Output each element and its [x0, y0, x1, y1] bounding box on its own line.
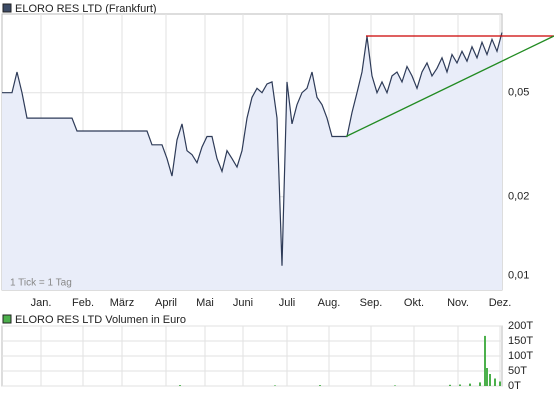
y-tick-label: 200T [508, 320, 533, 332]
x-tick-label: April [155, 297, 177, 309]
volume-bar [179, 385, 181, 386]
x-tick-label: März [110, 297, 134, 309]
x-tick-label: Sep. [360, 297, 383, 309]
y-tick-label: 0,05 [508, 87, 529, 99]
y-tick-label: 50T [508, 365, 527, 377]
trend-line [345, 35, 554, 138]
x-tick-label: Feb. [72, 297, 94, 309]
tick-note: 1 Tick = 1 Tag [10, 278, 72, 289]
volume-bar [494, 378, 496, 386]
x-tick-label: Jan. [31, 297, 52, 309]
volume-bar [394, 385, 396, 386]
y-tick-label: 150T [508, 335, 533, 347]
x-tick-label: Juli [279, 297, 296, 309]
x-tick-label: Aug. [318, 297, 341, 309]
volume-bar [499, 381, 501, 386]
volume-bar [484, 335, 486, 386]
legend-swatch [2, 314, 12, 324]
x-tick-label: Juni [233, 297, 253, 309]
volume-bar [274, 385, 276, 386]
volume-bar [459, 384, 461, 386]
y-tick-label: 0,02 [508, 191, 529, 203]
legend-swatch [2, 3, 12, 13]
x-tick-label: Nov. [447, 297, 469, 309]
y-tick-label: 0,01 [508, 269, 529, 281]
volume-bar [486, 368, 488, 386]
volume-bar [489, 374, 491, 386]
x-tick-label: Mai [196, 297, 214, 309]
chart-title: ELORO RES LTD (Frankfurt) [15, 3, 157, 15]
volume-bar [469, 383, 471, 386]
x-tick-label: Okt. [404, 297, 424, 309]
volume-title: ELORO RES LTD Volumen in Euro [15, 314, 186, 326]
volume-bar [449, 384, 451, 386]
price-area [2, 32, 502, 290]
price-line [2, 32, 503, 266]
volume-bar [479, 382, 481, 386]
y-tick-label: 0T [508, 380, 521, 392]
volume-bar [319, 385, 321, 386]
x-tick-label: Dez. [489, 297, 512, 309]
y-tick-label: 100T [508, 350, 533, 362]
